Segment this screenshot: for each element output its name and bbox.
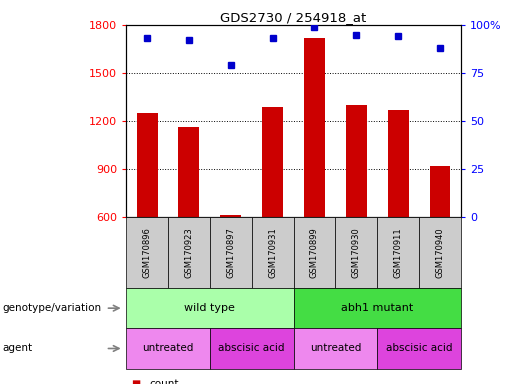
Bar [377,328,461,369]
Bar [377,217,419,288]
Text: abscisic acid: abscisic acid [386,343,452,354]
Text: GSM170896: GSM170896 [143,227,151,278]
Bar [294,288,461,328]
Text: GSM170931: GSM170931 [268,227,277,278]
Bar [304,38,325,217]
Text: untreated: untreated [142,343,194,354]
Bar [168,217,210,288]
Text: GSM170940: GSM170940 [436,227,444,278]
Bar [126,288,294,328]
Bar [262,107,283,217]
Text: untreated: untreated [310,343,361,354]
Bar [126,217,168,288]
Bar [136,113,158,217]
Bar [419,217,461,288]
Text: GSM170899: GSM170899 [310,227,319,278]
Bar [179,127,199,217]
Bar [294,217,335,288]
Text: wild type: wild type [184,303,235,313]
Bar [430,166,451,217]
Text: ■: ■ [131,379,141,384]
Bar [252,217,294,288]
Text: abscisic acid: abscisic acid [218,343,285,354]
Bar [335,217,377,288]
Bar [126,328,210,369]
Text: GSM170930: GSM170930 [352,227,361,278]
Text: count: count [149,379,179,384]
Text: abh1 mutant: abh1 mutant [341,303,414,313]
Text: agent: agent [3,343,32,354]
Bar [220,215,241,217]
Text: GSM170923: GSM170923 [184,227,194,278]
Bar [210,217,252,288]
Bar [210,328,294,369]
Text: genotype/variation: genotype/variation [3,303,101,313]
Bar [346,105,367,217]
Title: GDS2730 / 254918_at: GDS2730 / 254918_at [220,11,367,24]
Text: GSM170897: GSM170897 [226,227,235,278]
Text: GSM170911: GSM170911 [393,227,403,278]
Bar [388,110,408,217]
Bar [294,328,377,369]
